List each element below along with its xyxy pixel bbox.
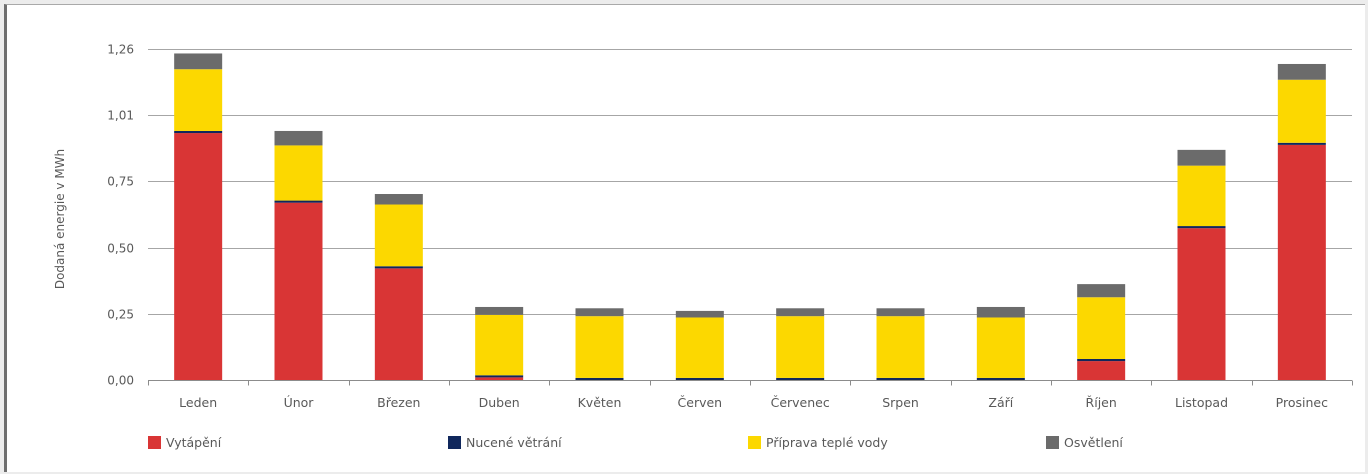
y-tick-label: 0,50 [107,242,134,256]
x-tick-label: Prosinec [1276,395,1328,410]
bar-segment [174,69,223,131]
y-tick-label: 1,01 [107,109,134,123]
chart-frame: 0,00 0,25 0,50 0,75 1,01 1,26 Leden Únor Březen D… [4,4,1365,472]
bar-segment [174,133,223,380]
legend-swatch [1046,436,1059,449]
x-tick-label: Červenec [771,395,830,410]
bar-segment [1077,297,1126,359]
x-tick-label: Listopad [1175,395,1228,410]
bar-segment [1277,79,1326,143]
x-tick-label: Září [988,395,1013,410]
bar-segment [675,310,724,318]
bar-segment [374,268,423,380]
bar-segment [1077,358,1126,362]
bar-segment [575,316,624,378]
bar-segment [575,308,624,317]
x-tick-label: Leden [179,395,217,410]
bar-segment [776,316,825,378]
bar-segment [1077,284,1126,298]
bar-segment [475,314,524,376]
bar-segment [374,194,423,205]
legend-label: Osvětlení [1064,435,1123,450]
bar-segment [976,306,1025,318]
bar-segment [776,308,825,317]
bar-segment [1177,165,1226,227]
legend-swatch [448,436,461,449]
x-tick-label: Únor [284,395,315,410]
bar-segment [274,130,323,146]
bar-segment [675,377,724,380]
bar-segment [1177,228,1226,380]
bar-segment [876,316,925,378]
axes: 0,00 0,25 0,50 0,75 1,01 1,26 Leden Únor Březen D… [107,43,1353,410]
bar-segment [1277,63,1326,80]
x-tick-label: Duben [479,395,520,410]
bar-segment [1277,144,1326,380]
bar-segment [976,377,1025,380]
x-tick-label: Červen [678,395,723,410]
bar-segment [274,200,323,203]
gridlines [148,49,1352,315]
y-tick-label: 1,26 [107,43,134,57]
legend-label: Vytápění [166,435,222,450]
bar-segment [174,53,223,70]
legend: Vytápění Nucené větrání Příprava teplé vod… [148,435,1123,450]
bar-segment [776,377,825,380]
bar-segment [374,266,423,269]
x-tick-label: Říjen [1086,395,1117,410]
y-axis-title: Dodaná energie v MWh [53,149,67,289]
legend-swatch [148,436,161,449]
bar-segment [575,377,624,380]
x-tick-label: Březen [377,395,420,410]
x-tick-label: Srpen [882,395,919,410]
bar-segment [274,145,323,201]
legend-label: Nucené větrání [466,435,562,450]
bar-segment [475,306,524,315]
bar-segment [1177,149,1226,166]
bar-segment [475,375,524,378]
y-tick-label: 0,00 [107,374,134,388]
bar-segment [876,377,925,380]
bar-segment [876,308,925,317]
bar-segment [475,377,524,380]
bar-segment [174,130,223,134]
y-tick-label: 0,75 [107,175,134,189]
bar-segment [374,204,423,267]
bar-segment [675,317,724,378]
legend-swatch [748,436,761,449]
y-tick-label: 0,25 [107,308,134,322]
bars [174,53,1326,380]
legend-label: Příprava teplé vody [766,435,888,450]
bar-segment [274,202,323,380]
bar-segment [1277,142,1326,145]
bar-segment [1077,361,1126,380]
x-tick-label: Květen [578,395,622,410]
stacked-bar-chart: 0,00 0,25 0,50 0,75 1,01 1,26 Leden Únor Březen D… [53,43,1353,450]
bar-segment [1177,226,1226,229]
bar-segment [976,317,1025,378]
